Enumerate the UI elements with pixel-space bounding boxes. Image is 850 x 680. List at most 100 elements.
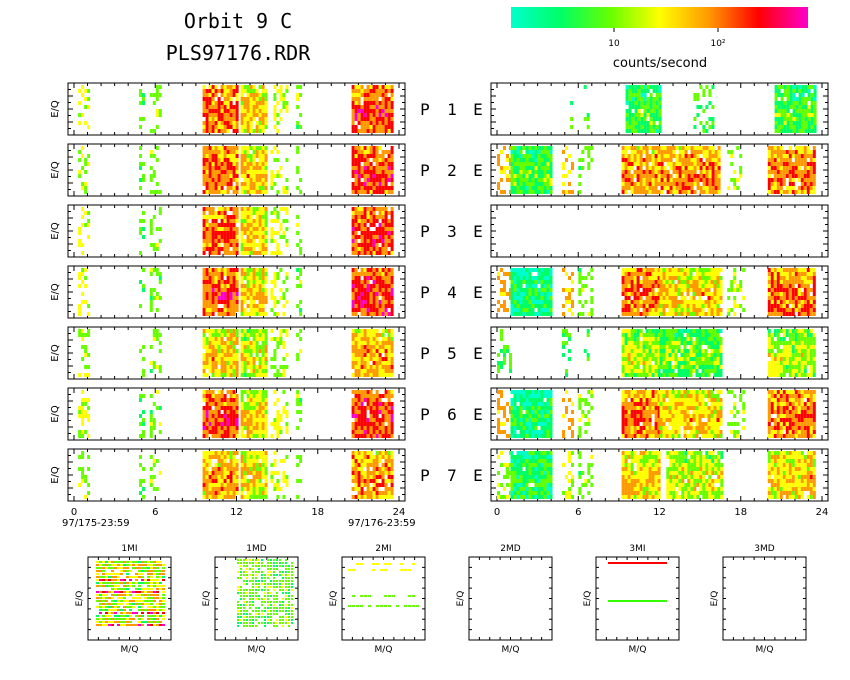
- ion-panel-3-cell-3: [208, 243, 212, 247]
- electron-panel-1-cell-1: [586, 125, 590, 129]
- ion-panel-2-cell-3: [217, 190, 221, 194]
- ion-panel-7-cell-7: [369, 487, 373, 491]
- electron-panel-2-cell-4: [714, 150, 718, 154]
- ion-panel-1-cell-5: [273, 105, 277, 109]
- ion-panel-6-cell-7: [357, 390, 361, 394]
- ion-panel-5-cell-7: [366, 333, 370, 337]
- ion-panel-6-cell-5: [285, 414, 289, 418]
- ion-panel-3-cell-7: [381, 207, 385, 211]
- ion-panel-2-cell-4: [243, 158, 247, 162]
- ion-panel-1-cell-3: [211, 129, 215, 133]
- ion-panel-7-cell-7: [369, 455, 373, 459]
- ion-panel-2-cell-3: [229, 146, 233, 150]
- ion-panel-5-cell-7: [384, 373, 388, 377]
- ion-panel-7-cell-7: [357, 479, 361, 483]
- ion-panel-6-cell-0: [81, 434, 85, 438]
- ion-panel-7-cell-7: [366, 487, 370, 491]
- ion-panel-1-cell-5: [279, 109, 283, 113]
- ion-panel-7-cell-7: [384, 487, 388, 491]
- ion-panel-2-cell-3: [226, 170, 230, 174]
- ion-panel-4-cell-3: [226, 280, 230, 284]
- ion-panel-5-cell-5: [276, 373, 280, 377]
- ion-panel-7-cell-5: [276, 479, 280, 483]
- ion-panel-4-cell-4: [240, 292, 244, 296]
- ion-panel-7-cell-7: [390, 451, 394, 455]
- ion-panel-2-cell-3: [235, 170, 239, 174]
- electron-panel-2-cell-1: [543, 174, 547, 178]
- ion-panel-1-cell-4: [243, 105, 247, 109]
- ion-panel-4-cell-5: [270, 280, 274, 284]
- ion-panel-1-cell-3: [211, 109, 215, 113]
- ion-panel-2-cell-7: [354, 178, 358, 182]
- electron-panel-1-cell-4: [789, 117, 793, 121]
- ion-panel-1-cell-3: [217, 113, 221, 117]
- ion-panel-5-cell-1: [142, 373, 145, 377]
- electron-panel-1-cell-4: [786, 125, 790, 129]
- electron-panel-2-cell-1: [549, 154, 553, 158]
- electron-panel-2-cell-3: [578, 190, 582, 194]
- ion-panel-7-cell-4: [261, 495, 265, 499]
- electron-panel-1-cell-2: [637, 85, 641, 89]
- ion-panel-1-cell-7: [363, 101, 367, 105]
- electron-panel-2-cell-4: [717, 146, 721, 150]
- ion-panel-3-cell-7: [378, 215, 382, 219]
- ion-panel-4-cell-3: [235, 308, 239, 312]
- ion-panel-6-cell-5: [273, 426, 277, 430]
- ion-panel-3-cell-7: [354, 211, 358, 215]
- ion-panel-2-cell-3: [202, 158, 206, 162]
- ion-panel-5-cell-0: [81, 337, 85, 341]
- ion-panel-4-cell-5: [273, 296, 277, 300]
- electron-panel-2-cell-0: [500, 166, 503, 170]
- ion-panel-7-cell-7: [366, 479, 370, 483]
- ion-panel-4-cell-3: [202, 276, 206, 280]
- ion-panel-7-cell-4: [240, 463, 244, 467]
- ion-panel-1-cell-7: [381, 89, 385, 93]
- ion-panel-1-cell-7: [378, 109, 382, 113]
- ion-panel-6-cell-0: [84, 410, 88, 414]
- ion-panel-7-cell-7: [390, 467, 394, 471]
- ion-panel-4-cell-4: [264, 268, 268, 272]
- ion-panel-7-cell-2: [158, 471, 162, 475]
- ion-panel-4-cell-3: [211, 280, 215, 284]
- ion-panel-2-cell-7: [360, 174, 364, 178]
- ion-panel-7-cell-3: [205, 463, 209, 467]
- electron-panel-2-cell-4: [648, 178, 652, 182]
- ion-panel-6-cell-7: [390, 426, 394, 430]
- ion-panel-7-cell-5: [282, 459, 286, 463]
- ion-panel-3-cell-4: [249, 223, 253, 227]
- ion-panel-6-cell-7: [354, 426, 358, 430]
- ion-panel-1-cell-4: [246, 89, 250, 93]
- ion-panel-6-cell-3: [202, 426, 206, 430]
- electron-panel-2-cell-4: [636, 186, 640, 190]
- electron-panel-2-cell-4: [627, 158, 631, 162]
- electron-panel-2-cell-4: [690, 186, 694, 190]
- ion-panel-6-cell-3: [208, 422, 212, 426]
- ion-panel-7-cell-4: [249, 491, 253, 495]
- electron-panel-1-cell-4: [783, 109, 787, 113]
- ion-panel-4-cell-3: [226, 292, 230, 296]
- electron-panel-1-cell-4: [813, 113, 817, 117]
- ion-panel-1-cell-4: [246, 121, 250, 125]
- ion-panel-1-cell-4: [246, 105, 250, 109]
- ion-panel-5-cell-7: [384, 345, 388, 349]
- ion-panel-7-cell-7: [375, 459, 379, 463]
- ion-panel-5-cell-0: [84, 353, 88, 357]
- electron-panel-2-cell-6: [767, 174, 771, 178]
- ion-panel-5-cell-4: [240, 353, 244, 357]
- ion-panel-3-cell-4: [252, 227, 256, 231]
- ion-panel-4-cell-4: [252, 308, 256, 312]
- ion-panel-5-cell-3: [220, 361, 224, 365]
- ion-panel-7-cell-4: [252, 491, 256, 495]
- electron-panel-2-cell-4: [675, 190, 679, 194]
- ion-panel-6-cell-7: [387, 398, 391, 402]
- ion-panel-4-cell-3: [220, 292, 224, 296]
- ion-panel-6-cell-7: [381, 414, 385, 418]
- ion-panel-3-cell-3: [226, 243, 230, 247]
- ion-panel-1-cell-3: [205, 121, 209, 125]
- ion-panel-4-cell-3: [217, 280, 221, 284]
- ion-panel-1-cell-3: [226, 93, 230, 97]
- ion-panel-3-cell-7: [390, 251, 394, 255]
- ion-panel-6-cell-3: [202, 398, 206, 402]
- ion-panel-2-cell-3: [232, 158, 236, 162]
- ion-panel-3-cell-3: [226, 231, 230, 235]
